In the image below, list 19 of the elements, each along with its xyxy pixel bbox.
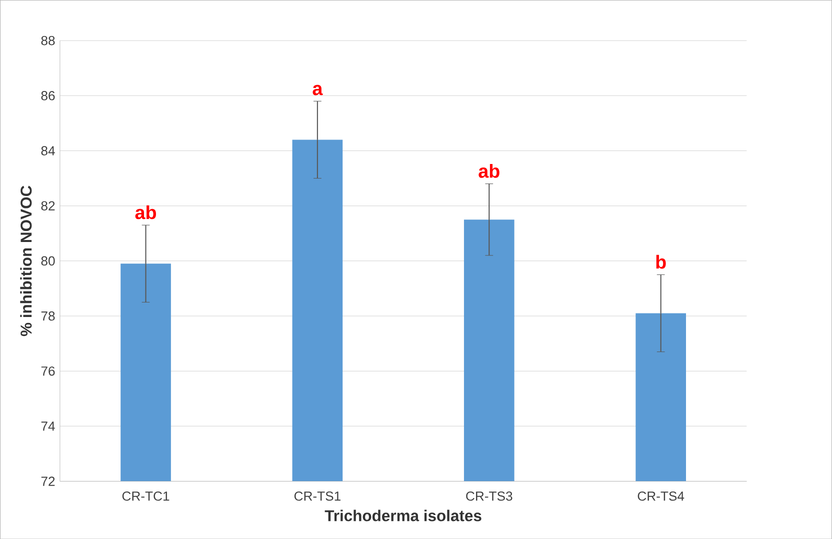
x-tick-label: CR-TS1 — [294, 491, 340, 501]
y-tick-label: 86 — [41, 90, 55, 100]
annotation: ab — [478, 164, 500, 178]
y-tick-label: 74 — [41, 422, 55, 431]
y-tick-label: 80 — [41, 256, 55, 266]
y-axis-title: % inhibition NOVOC — [20, 186, 32, 336]
y-tick-label: 82 — [41, 201, 55, 210]
x-tick-label: CR-TC1 — [122, 491, 170, 501]
annotation: ab — [135, 205, 156, 220]
annotation: a — [312, 84, 323, 96]
y-tick-label: 76 — [41, 366, 55, 376]
x-axis-title: Trichoderma isolates — [324, 510, 482, 522]
y-tick-label: 72 — [41, 476, 55, 486]
annotation: b — [656, 254, 666, 269]
y-tick-label: 88 — [41, 36, 55, 46]
y-tick-label: 78 — [41, 311, 55, 320]
x-tick-label: CR-TS4 — [638, 491, 684, 501]
x-tick-label: CR-TS3 — [466, 491, 512, 501]
y-tick-label: 84 — [41, 146, 55, 156]
